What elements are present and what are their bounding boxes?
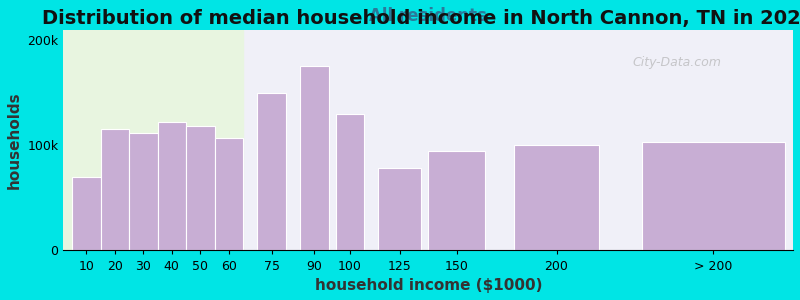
Bar bbox=[642, 142, 785, 250]
Bar bbox=[300, 66, 329, 250]
Bar bbox=[58, 30, 243, 250]
Title: Distribution of median household income in North Cannon, TN in 2022: Distribution of median household income … bbox=[42, 9, 800, 28]
Y-axis label: households: households bbox=[7, 91, 22, 189]
Bar bbox=[428, 151, 486, 250]
Bar bbox=[158, 122, 186, 250]
Text: All residents: All residents bbox=[370, 7, 487, 25]
Bar bbox=[101, 130, 129, 250]
Text: City-Data.com: City-Data.com bbox=[633, 56, 722, 69]
Bar bbox=[72, 177, 101, 250]
Bar bbox=[129, 133, 158, 250]
Bar bbox=[186, 126, 214, 250]
Bar bbox=[378, 168, 421, 250]
Bar bbox=[258, 93, 286, 250]
Bar bbox=[514, 145, 599, 250]
X-axis label: household income ($1000): household income ($1000) bbox=[314, 278, 542, 293]
Bar bbox=[214, 138, 243, 250]
Bar bbox=[336, 114, 364, 250]
